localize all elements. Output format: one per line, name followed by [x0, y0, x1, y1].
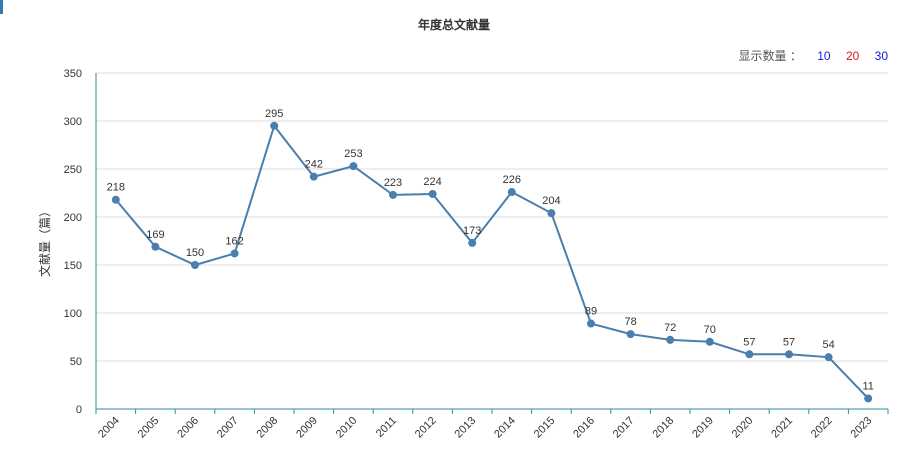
data-point	[191, 261, 199, 269]
x-tick-label: 2010	[334, 415, 360, 441]
data-point	[230, 249, 239, 258]
data-label: 224	[423, 176, 441, 188]
x-tick-label: 2008	[255, 415, 281, 441]
x-tick-label: 2017	[611, 415, 637, 441]
data-point	[587, 319, 595, 328]
y-axis-label: 文献量（篇）	[37, 205, 52, 277]
data-label: 57	[743, 336, 755, 348]
data-label: 72	[664, 322, 676, 334]
data-point	[270, 121, 279, 130]
data-label: 169	[146, 229, 164, 241]
x-tick-label: 2004	[96, 415, 122, 441]
data-label: 150	[186, 247, 204, 259]
chart-title: 年度总文献量	[417, 18, 490, 32]
data-label: 11	[862, 380, 873, 392]
data-point	[389, 190, 397, 199]
x-tick-label: 2018	[651, 415, 677, 441]
x-tick-label: 2007	[215, 415, 241, 441]
x-tick-label: 2006	[175, 415, 201, 441]
x-tick-label: 2013	[453, 415, 479, 441]
data-label: 218	[107, 182, 125, 194]
data-point	[745, 350, 754, 359]
data-label: 162	[225, 235, 243, 247]
x-tick-label: 2011	[374, 415, 399, 440]
data-point	[705, 337, 714, 346]
y-tick-label: 50	[70, 356, 82, 368]
y-tick-label: 300	[64, 116, 82, 128]
data-point	[111, 195, 120, 204]
display-count-option-10[interactable]: 10	[817, 49, 831, 63]
x-tick-label: 2016	[571, 415, 597, 441]
data-point	[547, 209, 556, 218]
x-tick-label: 2020	[730, 415, 756, 441]
data-point	[349, 162, 358, 171]
x-tick-label: 2015	[532, 415, 558, 441]
data-label: 253	[344, 148, 362, 160]
y-tick-label: 0	[76, 404, 82, 416]
data-point	[468, 238, 477, 247]
data-label: 226	[503, 174, 521, 186]
data-label: 54	[822, 339, 834, 351]
y-tick-label: 350	[64, 68, 82, 80]
display-count-label: 显示数量 ：	[738, 49, 802, 63]
data-label: 57	[783, 336, 795, 348]
data-label: 204	[542, 195, 560, 207]
data-label: 173	[463, 225, 481, 237]
display-count-control: 显示数量 ： 10 20 30	[739, 47, 888, 64]
y-tick-label: 200	[64, 212, 82, 224]
data-label: 242	[305, 159, 323, 171]
y-tick-label: 150	[64, 260, 82, 272]
data-point	[864, 394, 873, 403]
data-point	[507, 188, 516, 197]
data-point	[309, 172, 318, 181]
data-point	[428, 189, 437, 198]
data-label: 78	[624, 316, 636, 328]
x-tick-label: 2019	[690, 415, 716, 441]
series-line	[115, 123, 869, 400]
x-tick-label: 2012	[413, 415, 439, 441]
data-point	[626, 330, 635, 339]
data-point	[151, 242, 160, 251]
data-point	[785, 350, 793, 359]
data-label: 223	[384, 177, 402, 189]
x-tick-label: 2023	[849, 415, 875, 441]
display-count-option-30[interactable]: 30	[874, 49, 888, 63]
data-label: 70	[704, 324, 716, 336]
x-tick-label: 2014	[492, 415, 518, 441]
x-tick-label: 2009	[294, 415, 320, 441]
corner-accent	[0, 0, 3, 14]
x-tick-label: 2005	[136, 415, 162, 441]
data-point	[824, 353, 833, 362]
y-tick-label: 250	[64, 164, 82, 176]
display-count-option-20[interactable]: 20	[845, 49, 860, 63]
y-tick-label: 100	[64, 308, 82, 320]
data-label: 89	[585, 306, 597, 318]
x-tick-label: 2022	[809, 415, 835, 441]
data-label: 295	[265, 108, 283, 120]
data-point	[666, 335, 675, 344]
x-tick-label: 2021	[769, 415, 795, 441]
